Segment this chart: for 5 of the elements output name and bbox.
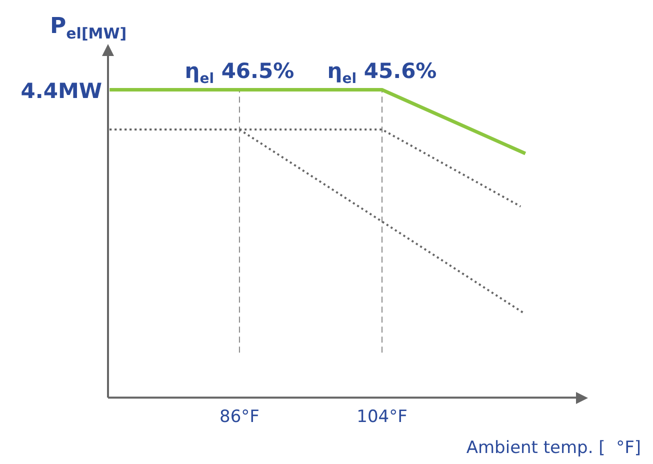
y-axis-title: P$_{el[MW]}$ [50,14,127,42]
x-tick-label: 104°F [356,407,408,428]
x-tick-label: 86°F [220,407,260,428]
annotation: 4.4MW [20,78,102,103]
x-axis-title: Ambient temp. [ °F] [466,438,641,458]
